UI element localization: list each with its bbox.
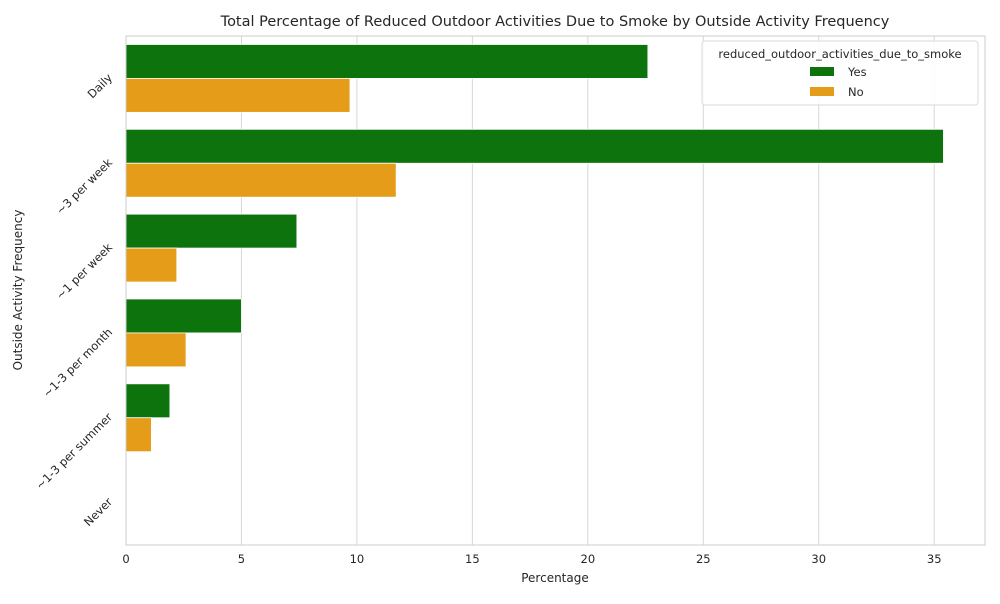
plot-frame [125,35,986,546]
x-tick-label: 10 [350,552,365,566]
bar-no-2 [125,247,178,283]
x-tick-label: 20 [581,552,596,566]
x-tick-labels: 0 5 10 15 20 25 30 35 [122,552,941,566]
bar-yes-4 [125,383,171,419]
chart-title: Total Percentage of Reduced Outdoor Acti… [220,14,890,30]
x-tick-label: 15 [465,552,480,566]
x-axis-label: Percentage [521,571,589,585]
legend-title: reduced_outdoor_activities_due_to_smoke [718,47,961,61]
x-tick-label: 35 [927,552,942,566]
legend-swatch-yes [810,67,834,76]
bar-no-1 [125,162,397,198]
y-axis-label: Outside Activity Frequency [11,210,25,371]
legend-label-no: No [848,85,864,99]
bar-yes-0 [125,44,649,79]
x-tick-label: 5 [238,552,245,566]
x-tick-label: 30 [811,552,826,566]
legend-box [701,40,979,106]
bar-no-0 [125,78,351,113]
legend-swatch-no [810,87,834,96]
bar-no-3 [125,332,187,368]
bar-yes-3 [125,298,242,334]
legend-label-yes: Yes [847,65,867,79]
x-tick-label: 25 [696,552,711,566]
bar-yes-2 [125,213,298,249]
bar-yes-1 [125,128,944,164]
bar-no-4 [125,417,152,453]
x-tick-label: 0 [122,552,129,566]
legend: reduced_outdoor_activities_due_to_smoke … [701,40,979,106]
